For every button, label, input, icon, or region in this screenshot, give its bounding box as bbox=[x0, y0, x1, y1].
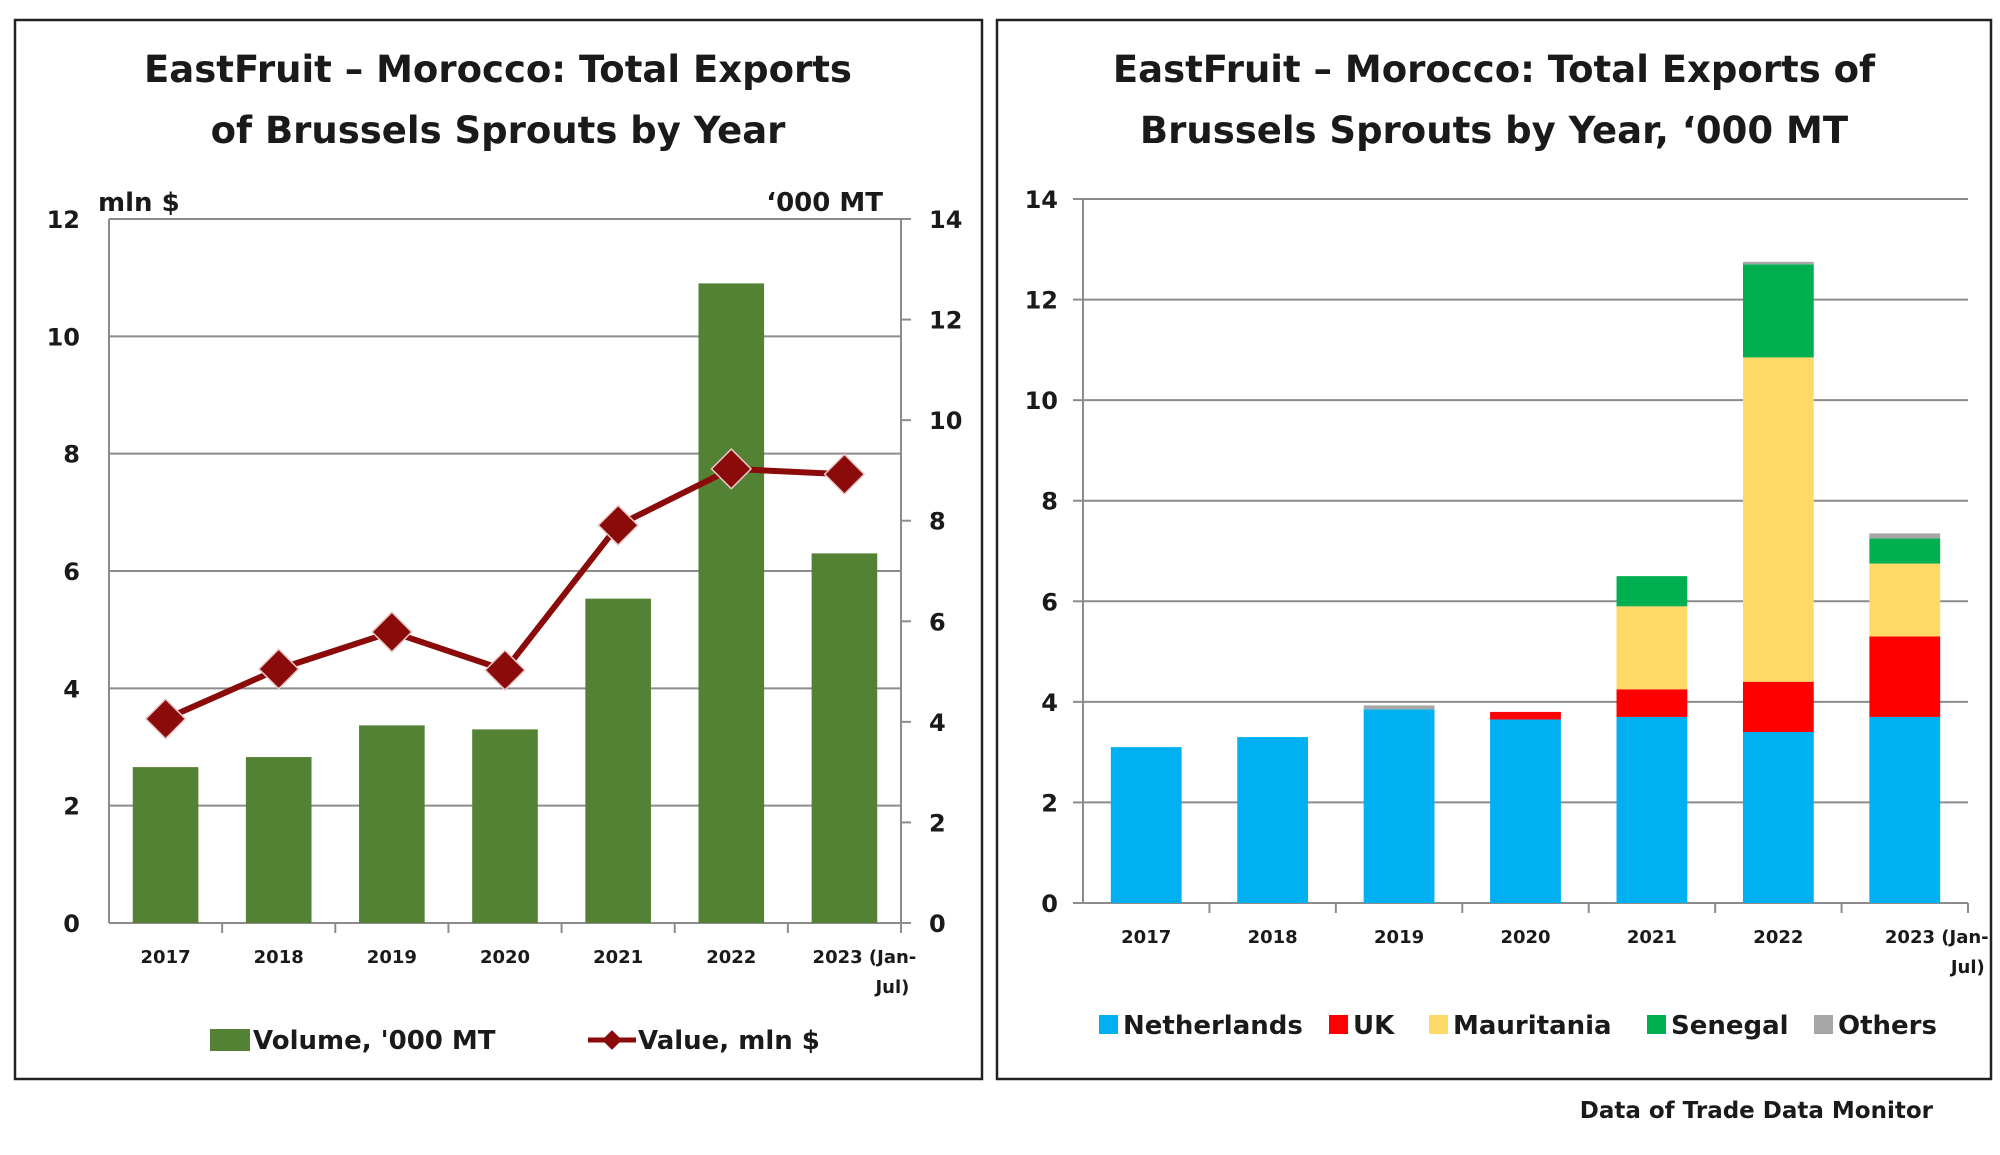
value-point-marker bbox=[823, 453, 866, 496]
stacked-bar-segment-uk bbox=[1742, 681, 1814, 733]
stacked-bar-segment-uk bbox=[1616, 689, 1688, 717]
value-point-marker bbox=[710, 448, 753, 490]
left-axis-unit: mln $ bbox=[98, 188, 180, 218]
stacked-bar-segment-others bbox=[1742, 261, 1814, 265]
value-point-marker bbox=[370, 611, 413, 653]
x-tick-label: 2021 bbox=[593, 947, 643, 968]
stacked-bar-segment-netherlands bbox=[1742, 732, 1814, 903]
value-point-marker bbox=[484, 649, 526, 692]
stacked-bar-segment-uk bbox=[1869, 636, 1941, 717]
left-chart-title-line-2: of Brussels Sprouts by Year bbox=[211, 109, 787, 152]
stacked-bar-segment-netherlands bbox=[1110, 747, 1182, 903]
legend-swatch-others bbox=[1814, 1015, 1833, 1034]
legend-label-volume: Volume, '000 MT bbox=[253, 1026, 496, 1056]
x-tick-label: 2022 bbox=[706, 947, 756, 968]
legend-swatch-senegal bbox=[1647, 1015, 1666, 1034]
left-y-tick-label: 8 bbox=[63, 441, 80, 469]
y-tick-label: 10 bbox=[1025, 387, 1058, 415]
legend-label-others: Others bbox=[1838, 1011, 1937, 1041]
left-chart-title-line-1: EastFruit – Morocco: Total Exports bbox=[144, 48, 852, 91]
stacked-bar-segment-others bbox=[1363, 705, 1435, 710]
x-tick-label: 2022 bbox=[1753, 927, 1803, 948]
right-y-tick-label: 10 bbox=[929, 407, 962, 435]
y-tick-label: 12 bbox=[1025, 287, 1058, 315]
volume-bar bbox=[472, 729, 538, 923]
x-tick-label: 2018 bbox=[254, 947, 304, 968]
volume-bar bbox=[585, 598, 651, 923]
left-y-tick-label: 10 bbox=[47, 323, 80, 351]
x-tick-label: 2020 bbox=[480, 947, 530, 968]
legend-swatch-value-marker bbox=[602, 1030, 622, 1050]
legend-swatch-netherlands bbox=[1099, 1015, 1118, 1034]
legend-label-mauritania: Mauritania bbox=[1453, 1011, 1612, 1041]
right-y-tick-label: 8 bbox=[929, 508, 946, 536]
source-footer: Data of Trade Data Monitor bbox=[1580, 1098, 1934, 1124]
left-chart: 0 2 4 6 8 10 12 0 2 4 6 8 10 12 14 2017 2018 2019 2020 2021… bbox=[47, 206, 963, 1056]
x-tick-label: 2019 bbox=[367, 947, 417, 968]
legend-swatch-uk bbox=[1329, 1015, 1348, 1034]
stacked-bar-segment-mauritania bbox=[1869, 563, 1941, 637]
volume-bar bbox=[698, 283, 765, 923]
x-tick-label: 2017 bbox=[1121, 927, 1171, 948]
x-tick-label: 2017 bbox=[141, 947, 191, 968]
stacked-bar-segment-netherlands bbox=[1490, 719, 1561, 903]
legend-label-senegal: Senegal bbox=[1671, 1011, 1789, 1041]
stacked-bar-segment-netherlands bbox=[1237, 737, 1309, 903]
x-tick-label: 2021 bbox=[1627, 927, 1677, 948]
stacked-bar-segment-netherlands bbox=[1869, 716, 1941, 903]
y-tick-label: 0 bbox=[1041, 890, 1058, 918]
stacked-bar-segment-netherlands bbox=[1363, 709, 1435, 903]
right-chart-title-line-2: Brussels Sprouts by Year, ‘000 MT bbox=[1140, 109, 1849, 152]
y-tick-label: 14 bbox=[1025, 186, 1058, 214]
right-y-tick-label: 0 bbox=[929, 910, 946, 938]
stacked-bar-segment-senegal bbox=[1742, 264, 1814, 358]
x-tick-label: 2023 (Jan- bbox=[1885, 927, 1989, 948]
right-axis-unit: ‘000 MT bbox=[766, 188, 883, 218]
x-tick-label: 2018 bbox=[1248, 927, 1298, 948]
value-point-marker bbox=[597, 504, 640, 547]
right-panel-frame bbox=[995, 18, 1993, 1081]
left-y-tick-label: 12 bbox=[47, 206, 80, 234]
x-tick-label: 2019 bbox=[1374, 927, 1424, 948]
right-y-tick-label: 2 bbox=[929, 809, 946, 837]
legend-label-netherlands: Netherlands bbox=[1123, 1011, 1303, 1041]
x-tick-label: 2020 bbox=[1500, 927, 1550, 948]
stacked-bar-segment-senegal bbox=[1616, 576, 1688, 607]
legend-label-value: Value, mln $ bbox=[638, 1026, 820, 1056]
value-point-marker bbox=[257, 648, 300, 690]
legend-label-uk: UK bbox=[1353, 1011, 1395, 1041]
value-point-marker bbox=[144, 697, 187, 740]
volume-bar bbox=[811, 553, 878, 923]
y-tick-label: 6 bbox=[1041, 588, 1058, 616]
right-y-tick-label: 14 bbox=[929, 206, 962, 234]
legend-swatch-volume bbox=[210, 1029, 250, 1051]
left-y-tick-label: 2 bbox=[63, 793, 80, 821]
stacked-bar-segment-mauritania bbox=[1616, 606, 1688, 690]
left-y-tick-label: 0 bbox=[63, 910, 80, 938]
stacked-bar-segment-senegal bbox=[1869, 538, 1941, 564]
x-tick-label: Jul) bbox=[1949, 957, 1985, 978]
right-chart-title-line-1: EastFruit – Morocco: Total Exports of bbox=[1113, 48, 1876, 91]
left-y-tick-label: 6 bbox=[63, 558, 80, 586]
legend-swatch-mauritania bbox=[1429, 1015, 1448, 1034]
x-tick-label: Jul) bbox=[873, 977, 909, 998]
right-y-tick-label: 4 bbox=[929, 709, 946, 737]
stacked-bar-segment-netherlands bbox=[1616, 716, 1688, 903]
volume-bar bbox=[132, 767, 199, 923]
left-y-tick-label: 4 bbox=[63, 675, 80, 703]
y-tick-label: 2 bbox=[1041, 789, 1058, 817]
x-tick-label: 2023 (Jan- bbox=[813, 947, 917, 968]
volume-bar bbox=[359, 725, 425, 923]
stacked-bar-segment-mauritania bbox=[1742, 357, 1814, 682]
volume-bar bbox=[245, 757, 312, 923]
right-y-tick-label: 6 bbox=[929, 608, 946, 636]
stacked-bar-segment-others bbox=[1869, 533, 1941, 539]
stacked-bar-segment-uk bbox=[1490, 711, 1561, 720]
y-tick-label: 8 bbox=[1041, 488, 1058, 516]
right-y-tick-label: 12 bbox=[929, 307, 962, 335]
right-chart: 0 2 4 6 8 10 12 14 2017 2018 2019 2020 2021 2022 2023 … bbox=[1025, 186, 1989, 1041]
y-tick-label: 4 bbox=[1041, 689, 1058, 717]
